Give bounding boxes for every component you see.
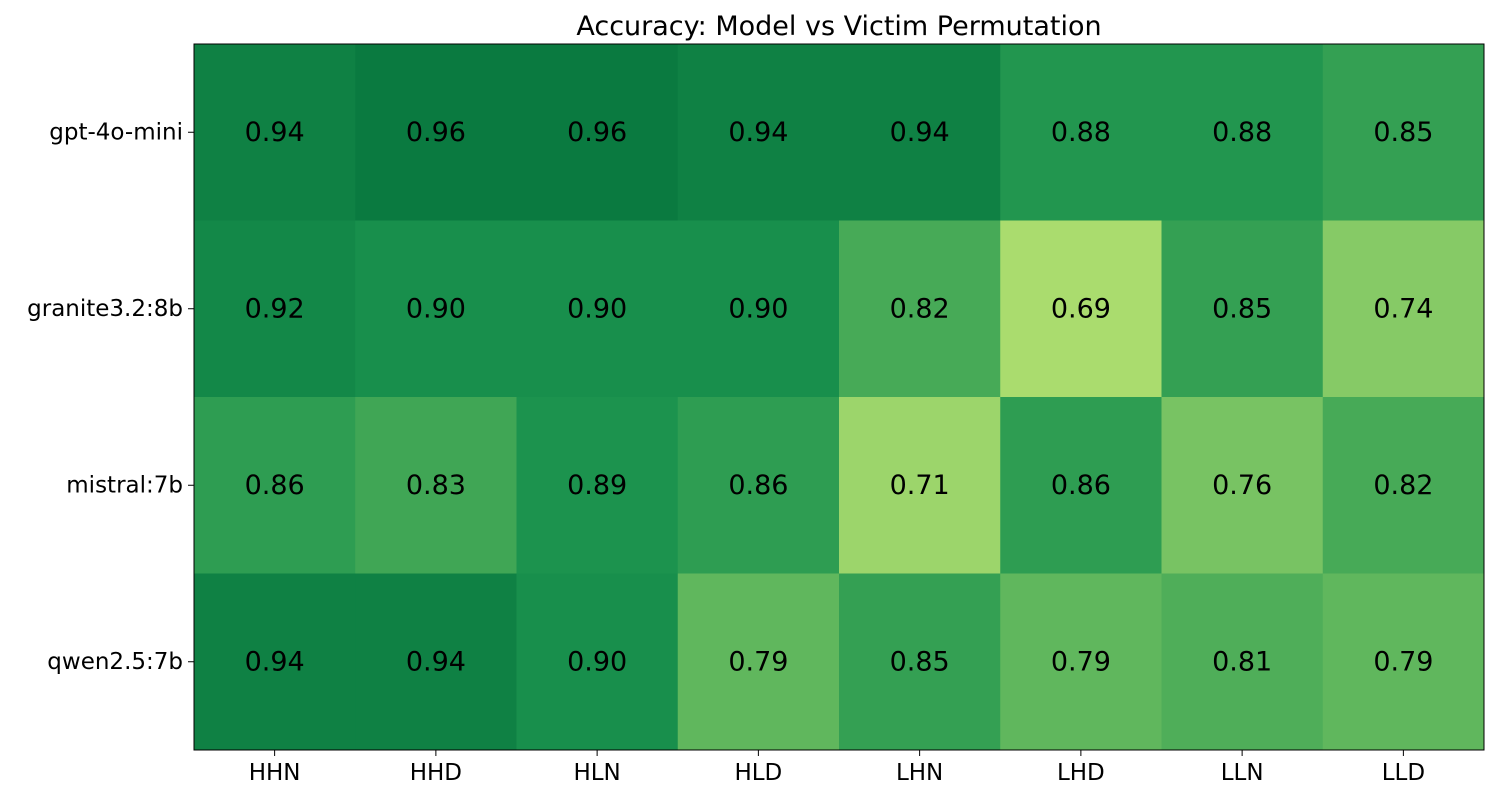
cell-value-label: 0.79	[728, 646, 788, 677]
heatmap-cell-qwen2-5-7b-lhd	[1000, 573, 1162, 751]
plot-frame	[193, 43, 1485, 751]
heatmap-cell-qwen2-5-7b-lld	[1322, 573, 1485, 751]
y-tick-label: mistral:7b	[66, 472, 183, 498]
cell-value-label: 0.88	[1051, 117, 1111, 148]
heatmap-cell-qwen2-5-7b-hln	[516, 573, 679, 751]
heatmap-cell-mistral-7b-lhn	[839, 397, 1001, 574]
heatmap-cell-mistral-7b-hhd	[355, 397, 517, 574]
cell-value-label: 0.88	[1212, 117, 1272, 148]
y-axis: gpt-4o-mini granite3.2:8b mistral:7b qwen2.…	[27, 119, 194, 675]
heatmap-cell-qwen2-5-7b-hld	[677, 573, 840, 751]
x-tick-label: HHD	[410, 760, 462, 786]
heatmap-cell-granite3-2-8b-lln	[1161, 220, 1324, 398]
x-tick-label: LLD	[1382, 760, 1425, 786]
cell-value-label: 0.86	[728, 470, 788, 501]
cell-value-label: 0.82	[890, 293, 950, 324]
cell-value-label: 0.94	[728, 117, 788, 148]
cell-value-label: 0.86	[245, 470, 305, 501]
cell-value-label: 0.71	[890, 470, 950, 501]
cell-value-label: 0.82	[1373, 470, 1433, 501]
heatmap-cell-qwen2-5-7b-lln	[1161, 573, 1324, 751]
heatmap-cell-mistral-7b-hhn	[194, 397, 356, 574]
heatmap-cell-granite3-2-8b-hln	[516, 220, 679, 398]
cell-value-label: 0.85	[1373, 117, 1433, 148]
cell-value-label: 0.92	[245, 293, 305, 324]
heatmap-cell-gpt-4o-mini-hhd	[355, 44, 517, 221]
heatmap-cell-granite3-2-8b-hhd	[355, 220, 517, 398]
cell-value-label: 0.90	[567, 293, 627, 324]
cell-value-label: 0.90	[406, 293, 466, 324]
cell-value-label: 0.81	[1212, 646, 1272, 677]
heatmap-cell-gpt-4o-mini-lld	[1322, 44, 1485, 221]
y-tick-label: qwen2.5:7b	[47, 649, 183, 675]
heatmap-cell-granite3-2-8b-hld	[677, 220, 840, 398]
cell-value-label: 0.83	[406, 470, 466, 501]
cell-value-label: 0.94	[890, 117, 950, 148]
heatmap-cell-granite3-2-8b-lld	[1322, 220, 1485, 398]
heatmap-cell-gpt-4o-mini-lhd	[1000, 44, 1162, 221]
heatmap-cell-granite3-2-8b-lhn	[839, 220, 1001, 398]
heatmap-cell-mistral-7b-lld	[1322, 397, 1485, 574]
heatmap-cell-qwen2-5-7b-hhn	[194, 573, 356, 751]
heatmap-cells	[194, 44, 1485, 751]
cell-value-label: 0.96	[567, 117, 627, 148]
heatmap-cell-gpt-4o-mini-hln	[516, 44, 679, 221]
y-tick-label: granite3.2:8b	[27, 296, 183, 322]
cell-value-label: 0.86	[1051, 470, 1111, 501]
chart-title: Accuracy: Model vs Victim Permutation	[576, 11, 1101, 42]
heatmap-cell-gpt-4o-mini-hhn	[194, 44, 356, 221]
cell-value-label: 0.79	[1373, 646, 1433, 677]
cell-value-label: 0.94	[406, 646, 466, 677]
y-tick-label: gpt-4o-mini	[49, 119, 183, 145]
cell-value-label: 0.90	[728, 293, 788, 324]
x-tick-label: LHN	[896, 760, 943, 786]
heatmap-cell-qwen2-5-7b-hhd	[355, 573, 517, 751]
x-tick-label: HHN	[249, 760, 301, 786]
x-tick-label: HLD	[734, 760, 782, 786]
x-tick-label: LLN	[1221, 760, 1264, 786]
cell-value-label: 0.94	[245, 117, 305, 148]
heatmap-cell-gpt-4o-mini-lln	[1161, 44, 1324, 221]
heatmap-cell-mistral-7b-lhd	[1000, 397, 1162, 574]
cell-value-label: 0.90	[567, 646, 627, 677]
heatmap-cell-qwen2-5-7b-lhn	[839, 573, 1001, 751]
cell-value-label: 0.69	[1051, 293, 1111, 324]
heatmap-cell-granite3-2-8b-lhd	[1000, 220, 1162, 398]
cell-value-label: 0.85	[890, 646, 950, 677]
heatmap-cell-gpt-4o-mini-hld	[677, 44, 840, 221]
cell-value-label: 0.96	[406, 117, 466, 148]
x-axis: HHN HHD HLN HLD LHN LHD LLN LLD	[249, 750, 1425, 786]
cell-value-label: 0.79	[1051, 646, 1111, 677]
heatmap-cell-mistral-7b-hld	[677, 397, 840, 574]
cell-value-label: 0.76	[1212, 470, 1272, 501]
cell-value-label: 0.89	[567, 470, 627, 501]
heatmap-cell-granite3-2-8b-hhn	[194, 220, 356, 398]
heatmap-cell-mistral-7b-hln	[516, 397, 679, 574]
heatmap-value-labels: 0.94 0.96 0.96 0.94 0.94 0.88 0.88 0.85 0.92 0.90…	[245, 117, 1434, 678]
heatmap-cell-mistral-7b-lln	[1161, 397, 1324, 574]
x-tick-label: LHD	[1057, 760, 1105, 786]
heatmap-cell-gpt-4o-mini-lhn	[839, 44, 1001, 221]
cell-value-label: 0.74	[1373, 293, 1433, 324]
cell-value-label: 0.85	[1212, 293, 1272, 324]
x-tick-label: HLN	[573, 760, 620, 786]
cell-value-label: 0.94	[245, 646, 305, 677]
